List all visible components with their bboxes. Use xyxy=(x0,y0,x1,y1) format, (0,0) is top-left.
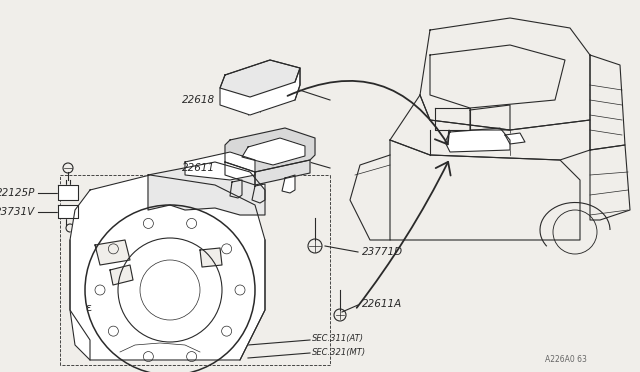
Polygon shape xyxy=(242,138,305,165)
Polygon shape xyxy=(110,265,133,285)
Polygon shape xyxy=(282,175,295,193)
Polygon shape xyxy=(200,248,222,267)
Text: 22611: 22611 xyxy=(182,163,215,173)
Polygon shape xyxy=(58,185,78,200)
Polygon shape xyxy=(95,240,130,265)
Polygon shape xyxy=(58,205,78,218)
FancyArrowPatch shape xyxy=(356,162,451,308)
Polygon shape xyxy=(220,60,300,115)
Polygon shape xyxy=(445,128,510,152)
Polygon shape xyxy=(255,160,310,185)
Polygon shape xyxy=(148,162,265,215)
Polygon shape xyxy=(225,162,255,185)
Text: SEC.321(MT): SEC.321(MT) xyxy=(312,347,366,356)
Polygon shape xyxy=(505,133,525,144)
Text: 22618: 22618 xyxy=(182,95,215,105)
Text: 22125P: 22125P xyxy=(0,188,35,198)
Text: SEC.311(AT): SEC.311(AT) xyxy=(312,334,364,343)
Polygon shape xyxy=(220,60,300,97)
Polygon shape xyxy=(230,180,242,198)
Polygon shape xyxy=(185,152,255,180)
Text: 23731V: 23731V xyxy=(0,207,35,217)
Text: A226A0 63: A226A0 63 xyxy=(545,356,587,365)
Text: ε: ε xyxy=(85,303,91,313)
Polygon shape xyxy=(70,175,265,360)
Text: 23771D: 23771D xyxy=(362,247,403,257)
Polygon shape xyxy=(252,184,265,203)
Polygon shape xyxy=(225,128,315,172)
Text: 22611A: 22611A xyxy=(362,299,403,309)
FancyArrowPatch shape xyxy=(287,81,449,144)
